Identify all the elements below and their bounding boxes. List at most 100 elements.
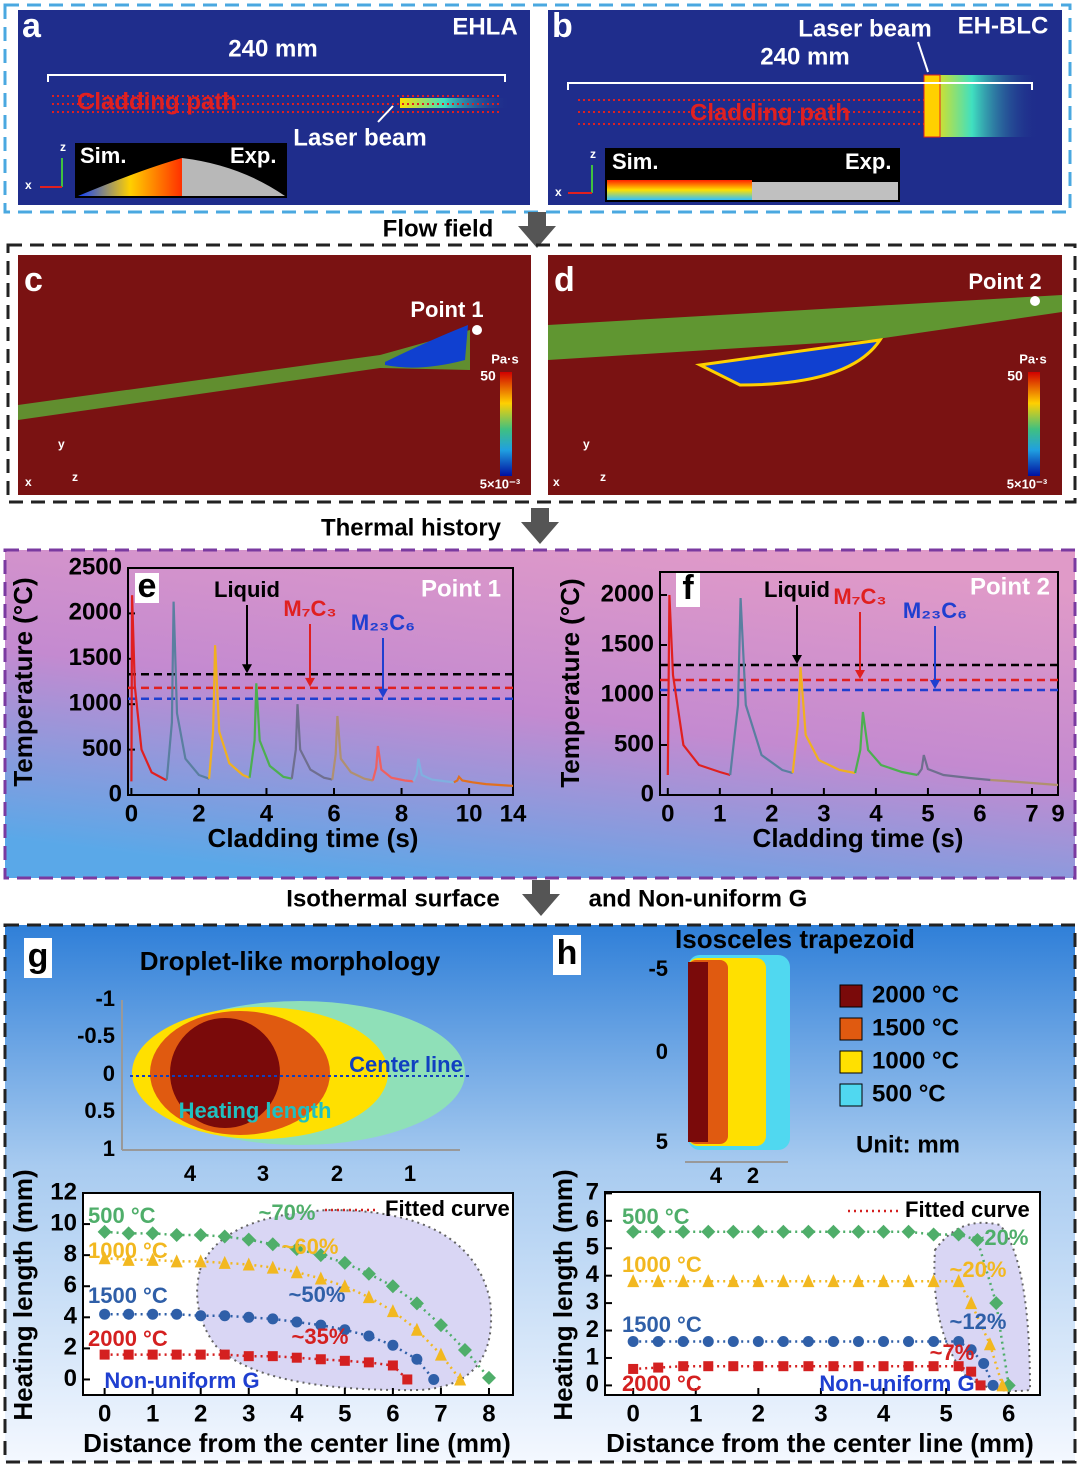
marker — [338, 1279, 351, 1293]
marker — [402, 1374, 413, 1385]
fit-label: Fitted curve — [905, 1197, 1030, 1222]
tick-label: 0 — [656, 1039, 668, 1064]
exp-label: Exp. — [230, 143, 276, 168]
series-line — [208, 645, 251, 779]
x-tick-label: 2 — [194, 1400, 207, 1427]
marker — [902, 1274, 915, 1288]
marker — [901, 1224, 916, 1239]
marker — [97, 1224, 112, 1239]
marker — [852, 1336, 864, 1348]
series-label: 1500 °C — [88, 1283, 168, 1308]
legend-swatch — [839, 1083, 863, 1107]
marker — [457, 1342, 472, 1357]
series-line — [331, 715, 374, 782]
series-line — [990, 778, 1059, 787]
marker — [678, 1361, 689, 1372]
legend-label: 2000 °C — [872, 981, 959, 1008]
y-tick-label: 0 — [64, 1365, 77, 1392]
panel-label: c — [24, 261, 43, 299]
y-tick-label: 0 — [586, 1371, 599, 1398]
annotation: ~35% — [292, 1324, 349, 1349]
marker — [751, 1224, 766, 1239]
melt-pool — [695, 338, 884, 387]
x-tick-label: 5 — [939, 1400, 952, 1427]
beam-label: Laser beam — [798, 15, 931, 42]
length: 240 mm — [760, 43, 849, 70]
marker — [290, 1265, 303, 1279]
y-tick-label: 2000 — [69, 599, 122, 626]
x-tick-label: 7 — [434, 1400, 447, 1427]
inset-exp — [182, 158, 285, 196]
marker — [953, 1336, 965, 1348]
plot-frame — [127, 567, 514, 796]
tag: EHLA — [452, 13, 517, 40]
series-label: 2000 °C — [622, 1371, 702, 1396]
marker — [970, 1233, 985, 1248]
panel-label: d — [554, 261, 575, 299]
axis-x: x — [555, 185, 562, 199]
label-box — [24, 938, 52, 978]
title: Droplet-like morphology — [140, 946, 441, 976]
cb-min: 5×10⁻³ — [1007, 476, 1048, 491]
region-label: Non-uniform G — [819, 1371, 974, 1396]
beam — [928, 75, 1038, 137]
x-tick-label: 0 — [98, 1400, 111, 1427]
sim-label: Sim. — [612, 149, 658, 174]
marker — [877, 1274, 890, 1288]
x-tick-label: 5 — [921, 800, 934, 827]
marker — [953, 1361, 964, 1372]
marker — [195, 1349, 206, 1360]
x-tick-label: 10 — [456, 800, 483, 827]
reference-label: M₇C₃ — [833, 584, 886, 609]
x-axis-title: Cladding time (s) — [753, 823, 964, 853]
marker — [876, 1224, 891, 1239]
point-marker — [472, 325, 482, 335]
axis-z: z — [72, 470, 78, 484]
x-tick-label: 5 — [338, 1400, 351, 1427]
marker — [727, 1274, 740, 1288]
region — [933, 1221, 1032, 1392]
marker — [878, 1361, 889, 1372]
tick-label: -0.5 — [77, 1023, 115, 1048]
marker — [996, 1378, 1009, 1392]
section-label: Thermal history — [321, 514, 502, 541]
beam — [923, 74, 941, 138]
panel-label: g — [28, 937, 49, 975]
marker — [651, 1224, 666, 1239]
y-axis-title: Heating length (mm) — [8, 1169, 38, 1420]
marker — [313, 1248, 328, 1263]
y-tick-label: 0 — [641, 780, 654, 807]
marker — [926, 1227, 941, 1242]
series-label: 2000 °C — [88, 1326, 168, 1351]
x-tick-label: 2 — [752, 1400, 765, 1427]
path-label: Cladding path — [77, 88, 237, 115]
flow-region — [18, 330, 470, 420]
marker — [291, 1352, 302, 1363]
series-label: 1000 °C — [622, 1252, 702, 1277]
reference-arrowhead — [242, 664, 252, 674]
section-label: Isothermal surface — [286, 885, 499, 912]
series-line — [916, 754, 991, 782]
colorbar — [500, 372, 512, 476]
series-line — [412, 758, 455, 784]
y-tick-label: 6 — [64, 1272, 77, 1299]
marker — [434, 1347, 447, 1361]
marker — [411, 1353, 423, 1365]
series-line — [729, 597, 794, 776]
annotation: ~7% — [930, 1340, 975, 1365]
tag: EH-BLC — [958, 12, 1049, 39]
marker — [387, 1339, 399, 1351]
marker — [778, 1361, 789, 1372]
y-tick-label: 500 — [82, 735, 122, 762]
marker — [289, 1241, 304, 1256]
marker — [903, 1361, 914, 1372]
marker — [267, 1313, 279, 1325]
x-tick-label: 2 — [192, 800, 205, 827]
beam-label: Laser beam — [293, 124, 426, 151]
reference-label: Liquid — [214, 577, 280, 602]
marker — [428, 1373, 440, 1385]
marker — [219, 1349, 230, 1360]
x-tick-label: 8 — [482, 1400, 495, 1427]
plot-frame — [82, 1192, 514, 1396]
reference-arrowhead — [855, 670, 865, 679]
